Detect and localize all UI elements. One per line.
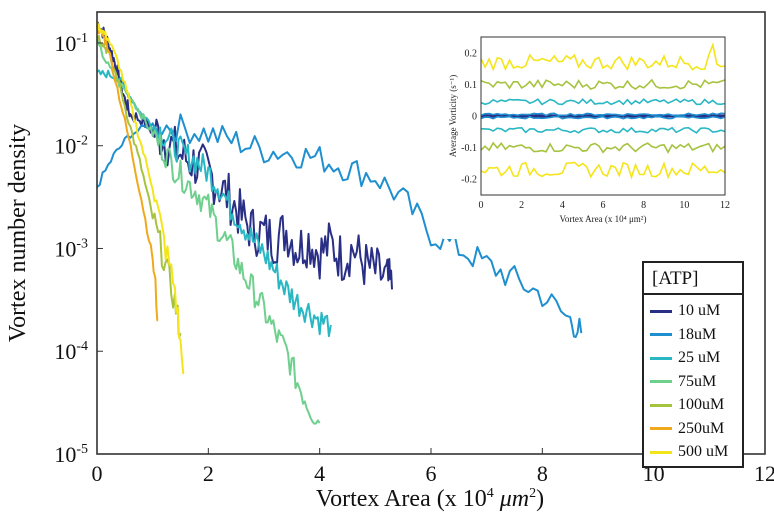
- legend-label: 25 uM: [678, 349, 720, 367]
- legend-swatch: [650, 380, 672, 383]
- x-tick-label: 4: [314, 461, 325, 486]
- legend-swatch: [650, 451, 672, 454]
- legend-entry: 500 uM: [650, 441, 728, 463]
- legend-swatch: [650, 357, 672, 360]
- legend-entry: 18uM: [650, 324, 716, 346]
- legend-label: 10 uM: [678, 302, 720, 320]
- inset-y-tick-label: 0: [472, 112, 477, 123]
- inset-y-axis-label: Average Vorticity (s⁻¹): [448, 75, 458, 157]
- x-tick-label: 8: [537, 461, 548, 486]
- legend-entry: 250uM: [650, 418, 724, 440]
- series-line-10-um: [97, 22, 392, 289]
- legend-label: 250uM: [678, 420, 724, 438]
- legend: [ATP] 10 uM 18uM 25 uM 75uM 100uM 250uM 500 uM: [642, 261, 744, 468]
- legend-swatch: [650, 404, 672, 407]
- inset-x-tick-label: 10: [679, 200, 689, 211]
- legend-label: 18uM: [678, 326, 716, 344]
- legend-swatch: [650, 333, 672, 336]
- inset-x-tick-label: 6: [601, 200, 606, 211]
- legend-label: 75uM: [678, 373, 716, 391]
- inset-y-tick-label: -0.1: [461, 143, 477, 154]
- legend-label: 100uM: [678, 396, 724, 414]
- inset-x-tick-label: 12: [720, 200, 730, 211]
- y-tick-label: 10-2: [54, 134, 88, 159]
- y-tick-label: 10-4: [54, 339, 88, 364]
- y-tick-label: 10-5: [54, 442, 88, 467]
- inset-y-tick-label: 0.1: [465, 80, 478, 91]
- inset-y-tick-label: -0.2: [461, 175, 477, 186]
- legend-entry: 100uM: [650, 394, 724, 416]
- legend-entry: 10 uM: [650, 300, 720, 322]
- y-tick-label: 10-1: [54, 31, 88, 56]
- inset-x-axis-label: Vortex Area (x 10⁴ μm²): [560, 214, 647, 224]
- legend-swatch: [650, 427, 672, 430]
- legend-swatch: [650, 310, 672, 313]
- y-tick-label: 10-3: [54, 236, 88, 261]
- legend-entry: 25 uM: [650, 347, 720, 369]
- x-tick-label: 12: [754, 461, 774, 486]
- inset-x-tick-label: 2: [519, 200, 524, 211]
- x-tick-label: 6: [426, 461, 437, 486]
- inset-x-tick-label: 8: [641, 200, 646, 211]
- inset-y-tick-label: 0.2: [465, 48, 478, 59]
- inset-x-tick-label: 0: [479, 200, 484, 211]
- x-tick-label: 2: [203, 461, 214, 486]
- x-axis-label: Vortex Area (x 104 μm2): [316, 486, 544, 512]
- legend-label: 500 uM: [678, 443, 728, 461]
- x-tick-label: 0: [92, 461, 103, 486]
- legend-title: [ATP]: [644, 263, 742, 295]
- inset-x-tick-label: 4: [560, 200, 565, 211]
- legend-entry: 75uM: [650, 371, 716, 393]
- y-axis-label: Vortex number density: [5, 124, 31, 342]
